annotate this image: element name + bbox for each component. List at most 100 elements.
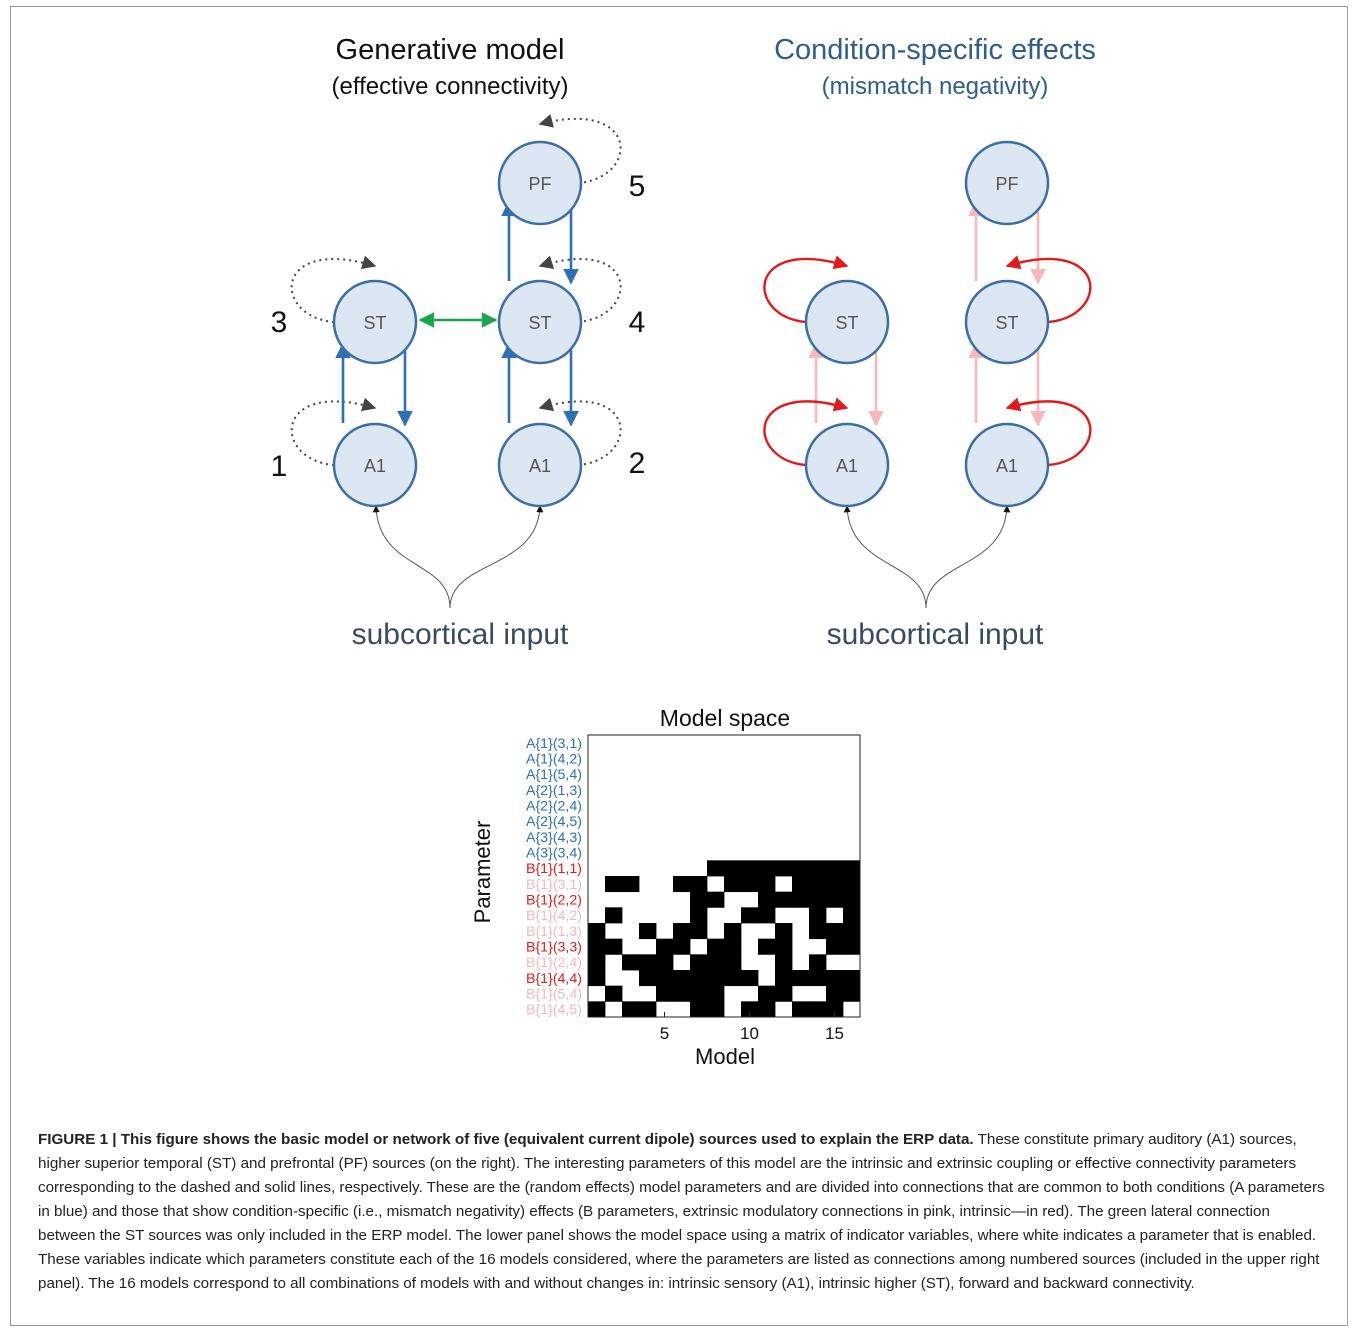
matrix-cell-disabled (809, 954, 827, 971)
matrix-cell-disabled (639, 923, 657, 940)
matrix-cell-disabled (622, 1001, 640, 1018)
intrinsic-loop-a1-left (290, 397, 377, 466)
parameter-label: A{2}(2,4) (526, 799, 582, 815)
matrix-cell-disabled (656, 970, 674, 987)
node-a1-left: A1 (804, 422, 890, 508)
matrix-cell-disabled (809, 860, 827, 877)
figure-graphic: Generative model (effective connectivity… (271, 34, 1096, 1069)
model-space-chart: Model space A{1}(3,1)A{1}(4,2)A{1}(5,4)A… (470, 705, 861, 1069)
matrix-cell-disabled (741, 907, 759, 924)
matrix-cell-disabled (690, 1001, 708, 1018)
modulatory-intrinsic-connections (763, 255, 1092, 467)
intrinsic-loop-st-right (538, 255, 622, 323)
matrix-cell-disabled (690, 907, 708, 924)
node-label: A1 (836, 456, 858, 476)
source-number-4: 4 (629, 306, 646, 339)
matrix-cell-disabled (843, 938, 861, 955)
matrix-cell-disabled (809, 923, 827, 940)
parameter-label: B{1}(1,1) (526, 861, 582, 877)
heatmap-cells (588, 860, 861, 1018)
extrinsic-connections (335, 199, 579, 427)
matrix-cell-disabled (775, 938, 793, 955)
matrix-cell-disabled (707, 891, 725, 908)
node-label: ST (835, 313, 858, 333)
parameter-label: B{1}(3,1) (526, 877, 582, 893)
parameter-label: B{1}(2,4) (526, 955, 582, 971)
mod-intrinsic-st-left (763, 255, 849, 324)
node-st-left: ST (804, 279, 890, 365)
parameter-label: A{1}(4,2) (526, 752, 582, 768)
matrix-cell-disabled (758, 860, 776, 877)
parameter-label: A{3}(3,4) (526, 846, 582, 862)
matrix-cell-disabled (605, 876, 623, 893)
matrix-cell-disabled (809, 907, 827, 924)
matrix-cell-disabled (792, 876, 810, 893)
matrix-cell-disabled (758, 1001, 776, 1018)
source-number-1: 1 (271, 450, 288, 483)
matrix-cell-disabled (639, 1001, 657, 1018)
parameter-label: A{2}(4,5) (526, 814, 582, 830)
left-subcortical-input-label: subcortical input (352, 618, 569, 651)
x-ticks: 5 10 15 (660, 1012, 844, 1043)
matrix-cell-disabled (826, 923, 844, 940)
matrix-cell-disabled (775, 860, 793, 877)
matrix-cell-disabled (775, 985, 793, 1002)
parameter-label: B{1}(1,3) (526, 924, 582, 940)
y-tick-labels: A{1}(3,1)A{1}(4,2)A{1}(5,4)A{2}(1,3)A{2}… (526, 736, 582, 1018)
matrix-cell-disabled (741, 970, 759, 987)
matrix-cell-disabled (792, 891, 810, 908)
parameter-label: B{1}(4,2) (526, 908, 582, 924)
matrix-cell-disabled (843, 891, 861, 908)
matrix-cell-disabled (843, 860, 861, 877)
matrix-cell-disabled (843, 985, 861, 1002)
x-axis-label: Model (695, 1044, 755, 1069)
matrix-cell-disabled (826, 970, 844, 987)
matrix-cell-disabled (622, 954, 640, 971)
parameter-label: B{1}(2,2) (526, 893, 582, 909)
matrix-cell-disabled (707, 938, 725, 955)
right-panel: Condition-specific effects (mismatch neg… (763, 34, 1096, 651)
matrix-cell-disabled (724, 923, 742, 940)
left-panel-title: Generative model (336, 34, 565, 66)
matrix-cell-disabled (792, 1001, 810, 1018)
matrix-cell-disabled (724, 970, 742, 987)
matrix-cell-disabled (758, 985, 776, 1002)
intrinsic-loop-st-left (290, 255, 377, 323)
figure-frame (10, 6, 1348, 1326)
matrix-cell-disabled (843, 876, 861, 893)
matrix-cell-disabled (588, 923, 606, 940)
matrix-cell-disabled (656, 938, 674, 955)
matrix-cell-disabled (809, 891, 827, 908)
node-a1-left: A1 (332, 422, 418, 508)
matrix-cell-disabled (690, 923, 708, 940)
parameter-label: B{1}(4,4) (526, 971, 582, 987)
node-label: ST (528, 313, 551, 333)
matrix-cell-disabled (588, 938, 606, 955)
source-number-3: 3 (271, 306, 288, 339)
matrix-cell-disabled (588, 970, 606, 987)
matrix-cell-disabled (826, 1001, 844, 1018)
source-number-2: 2 (629, 447, 646, 480)
plot-frame (587, 734, 861, 1018)
matrix-cell-disabled (809, 876, 827, 893)
matrix-cell-disabled (690, 876, 708, 893)
node-label: ST (363, 313, 386, 333)
matrix-cell-disabled (843, 970, 861, 987)
matrix-cell-disabled (809, 1001, 827, 1018)
matrix-cell-disabled (673, 923, 691, 940)
matrix-cell-disabled (673, 938, 691, 955)
parameter-label: A{1}(3,1) (526, 736, 582, 752)
matrix-cell-disabled (639, 970, 657, 987)
matrix-cell-disabled (843, 923, 861, 940)
matrix-cell-disabled (826, 860, 844, 877)
x-tick-label: 15 (825, 1024, 844, 1043)
parameter-label: A{1}(5,4) (526, 767, 582, 783)
matrix-cell-disabled (656, 985, 674, 1002)
matrix-cell-disabled (673, 970, 691, 987)
matrix-cell-disabled (758, 938, 776, 955)
matrix-cell-disabled (775, 923, 793, 940)
matrix-cell-disabled (724, 876, 742, 893)
intrinsic-loop-pf (538, 114, 622, 184)
parameter-label: A{2}(1,3) (526, 783, 582, 799)
matrix-cell-disabled (707, 970, 725, 987)
